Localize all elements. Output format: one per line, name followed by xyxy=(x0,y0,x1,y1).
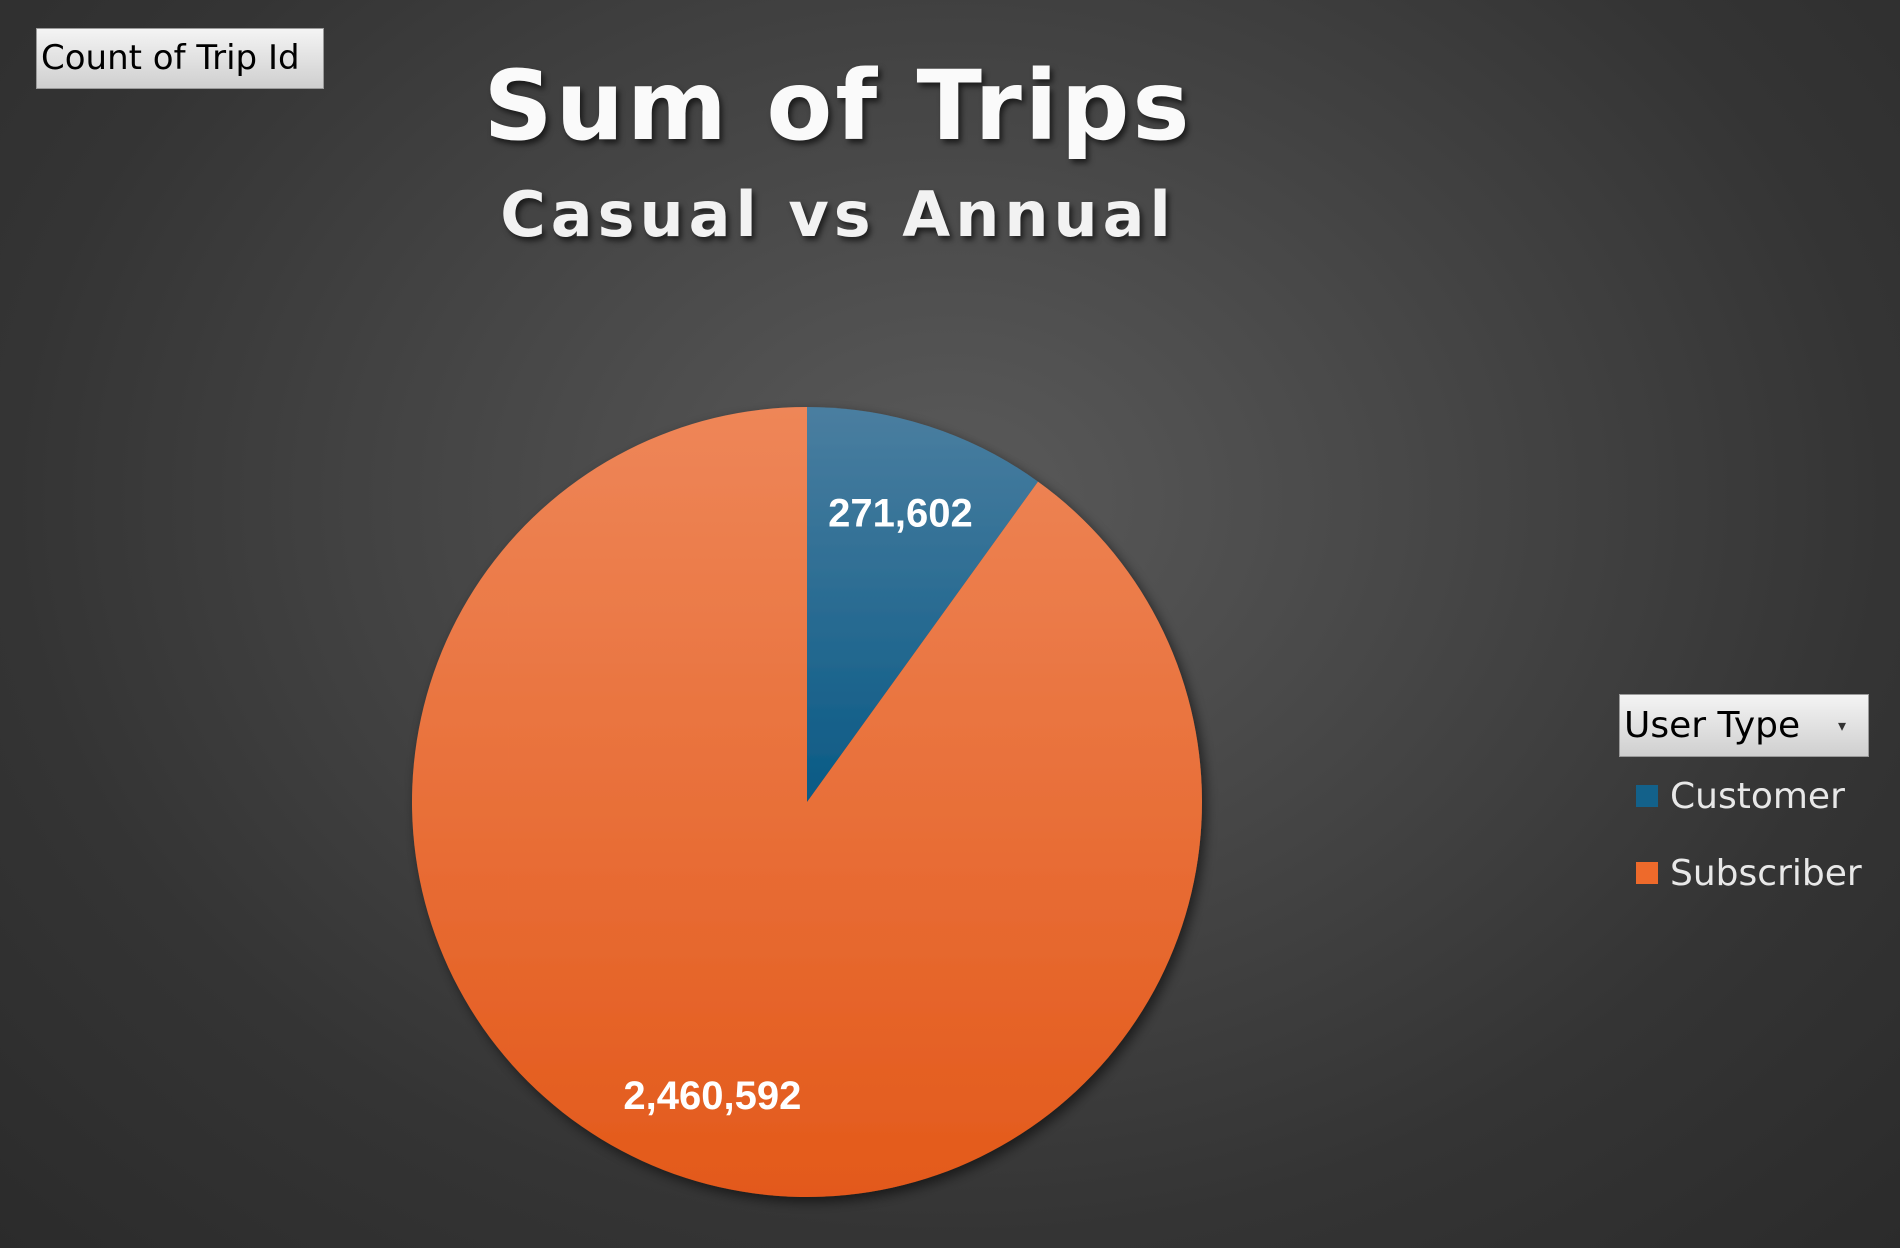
legend-field-label: User Type xyxy=(1624,705,1801,746)
legend-item-subscriber: Subscriber xyxy=(1636,852,1862,894)
legend-item-customer: Customer xyxy=(1636,775,1845,817)
chart-subtitle: Casual vs Annual xyxy=(500,178,1176,251)
data-label-customer: 271,602 xyxy=(828,492,973,536)
data-label-subscriber: 2,460,592 xyxy=(623,1074,801,1118)
legend-label-subscriber: Subscriber xyxy=(1670,852,1862,894)
pie-slice-customer[interactable] xyxy=(807,407,1038,802)
chart-title: Sum of Trips xyxy=(483,50,1193,162)
legend-swatch-customer xyxy=(1636,785,1658,807)
legend-field-button[interactable]: User Type ▾ xyxy=(1619,694,1869,757)
legend-label-customer: Customer xyxy=(1670,775,1845,817)
legend-swatch-subscriber xyxy=(1636,862,1658,884)
pie-slice-subscriber[interactable] xyxy=(411,407,1202,1197)
value-field-button[interactable]: Count of Trip Id xyxy=(36,28,324,89)
dropdown-arrow-icon: ▾ xyxy=(1837,716,1846,735)
